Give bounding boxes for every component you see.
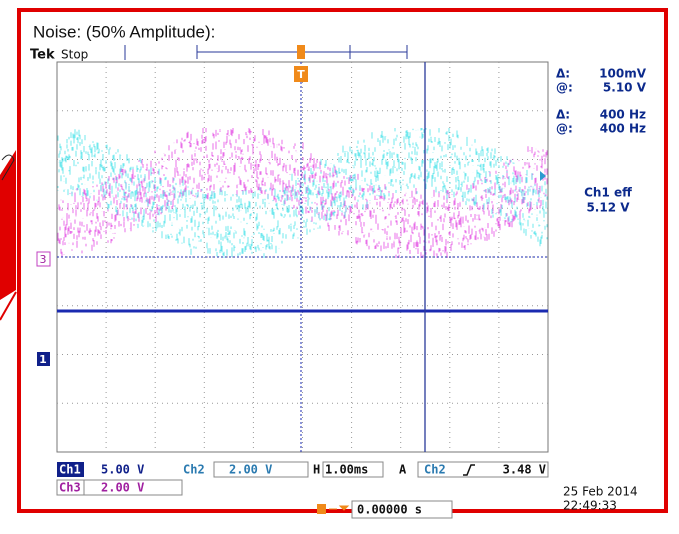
readout-label: @: [556, 122, 573, 136]
h-scale: 1.00ms [325, 463, 368, 477]
h-label: H [313, 463, 320, 477]
graticule [57, 62, 548, 452]
noise-trace [57, 128, 548, 258]
ch2-box [213, 461, 309, 478]
ch3-marker [36, 251, 51, 267]
trigger-level: 3.48 V [503, 463, 546, 477]
readout-value: 400 Hz [600, 108, 646, 122]
date: 25 Feb 2014 [563, 485, 638, 499]
position-arrow [329, 505, 350, 511]
ch1-badge [57, 462, 84, 477]
ch2-label: Ch2 [183, 463, 205, 477]
measurement-label: Ch1 eff [584, 186, 632, 200]
brand: Tek [30, 48, 55, 63]
ch2-scale: 2.00 V [229, 463, 272, 477]
position-icon [317, 504, 326, 514]
h-box [322, 461, 384, 478]
ch1-marker [37, 352, 50, 366]
trigger-position [297, 45, 305, 59]
noise-trace [57, 128, 548, 258]
status: Stop [61, 48, 88, 62]
ch1-label: Ch1 [59, 463, 81, 477]
left-artifact-line [0, 291, 17, 321]
ch1-marker-label: 1 [39, 353, 47, 366]
ch3-scale: 2.00 V [101, 481, 144, 495]
trigger-source: Ch2 [424, 463, 446, 477]
trigger-box [417, 461, 549, 478]
left-artifact-curl [1, 154, 15, 181]
title: Noise: (50% Amplitude): [33, 22, 215, 41]
readout-label: Δ: [556, 67, 570, 81]
ch2-level [540, 171, 546, 181]
trigger-marker [294, 66, 308, 82]
trigger-slope [463, 464, 475, 476]
trigger-marker-label: T [297, 68, 305, 81]
readout-label: Δ: [556, 108, 570, 122]
readout-value: 400 Hz [600, 122, 646, 136]
readout-label: @: [556, 81, 573, 95]
ch3-box [83, 479, 183, 496]
left-artifact [0, 150, 16, 300]
ch1-scale: 5.00 V [101, 463, 144, 477]
position-box [351, 500, 453, 519]
trigger-label: A [399, 463, 407, 477]
measurement-value: 5.12 V [586, 201, 630, 215]
time: 22:49:33 [563, 499, 617, 513]
position-value: 0.00000 s [357, 503, 422, 517]
ch3-label: Ch3 [59, 481, 81, 495]
readout-value: 100mV [599, 67, 647, 81]
readout-value: 5.10 V [603, 81, 647, 95]
traces [57, 128, 548, 258]
ch3-marker-label: 3 [40, 253, 47, 266]
